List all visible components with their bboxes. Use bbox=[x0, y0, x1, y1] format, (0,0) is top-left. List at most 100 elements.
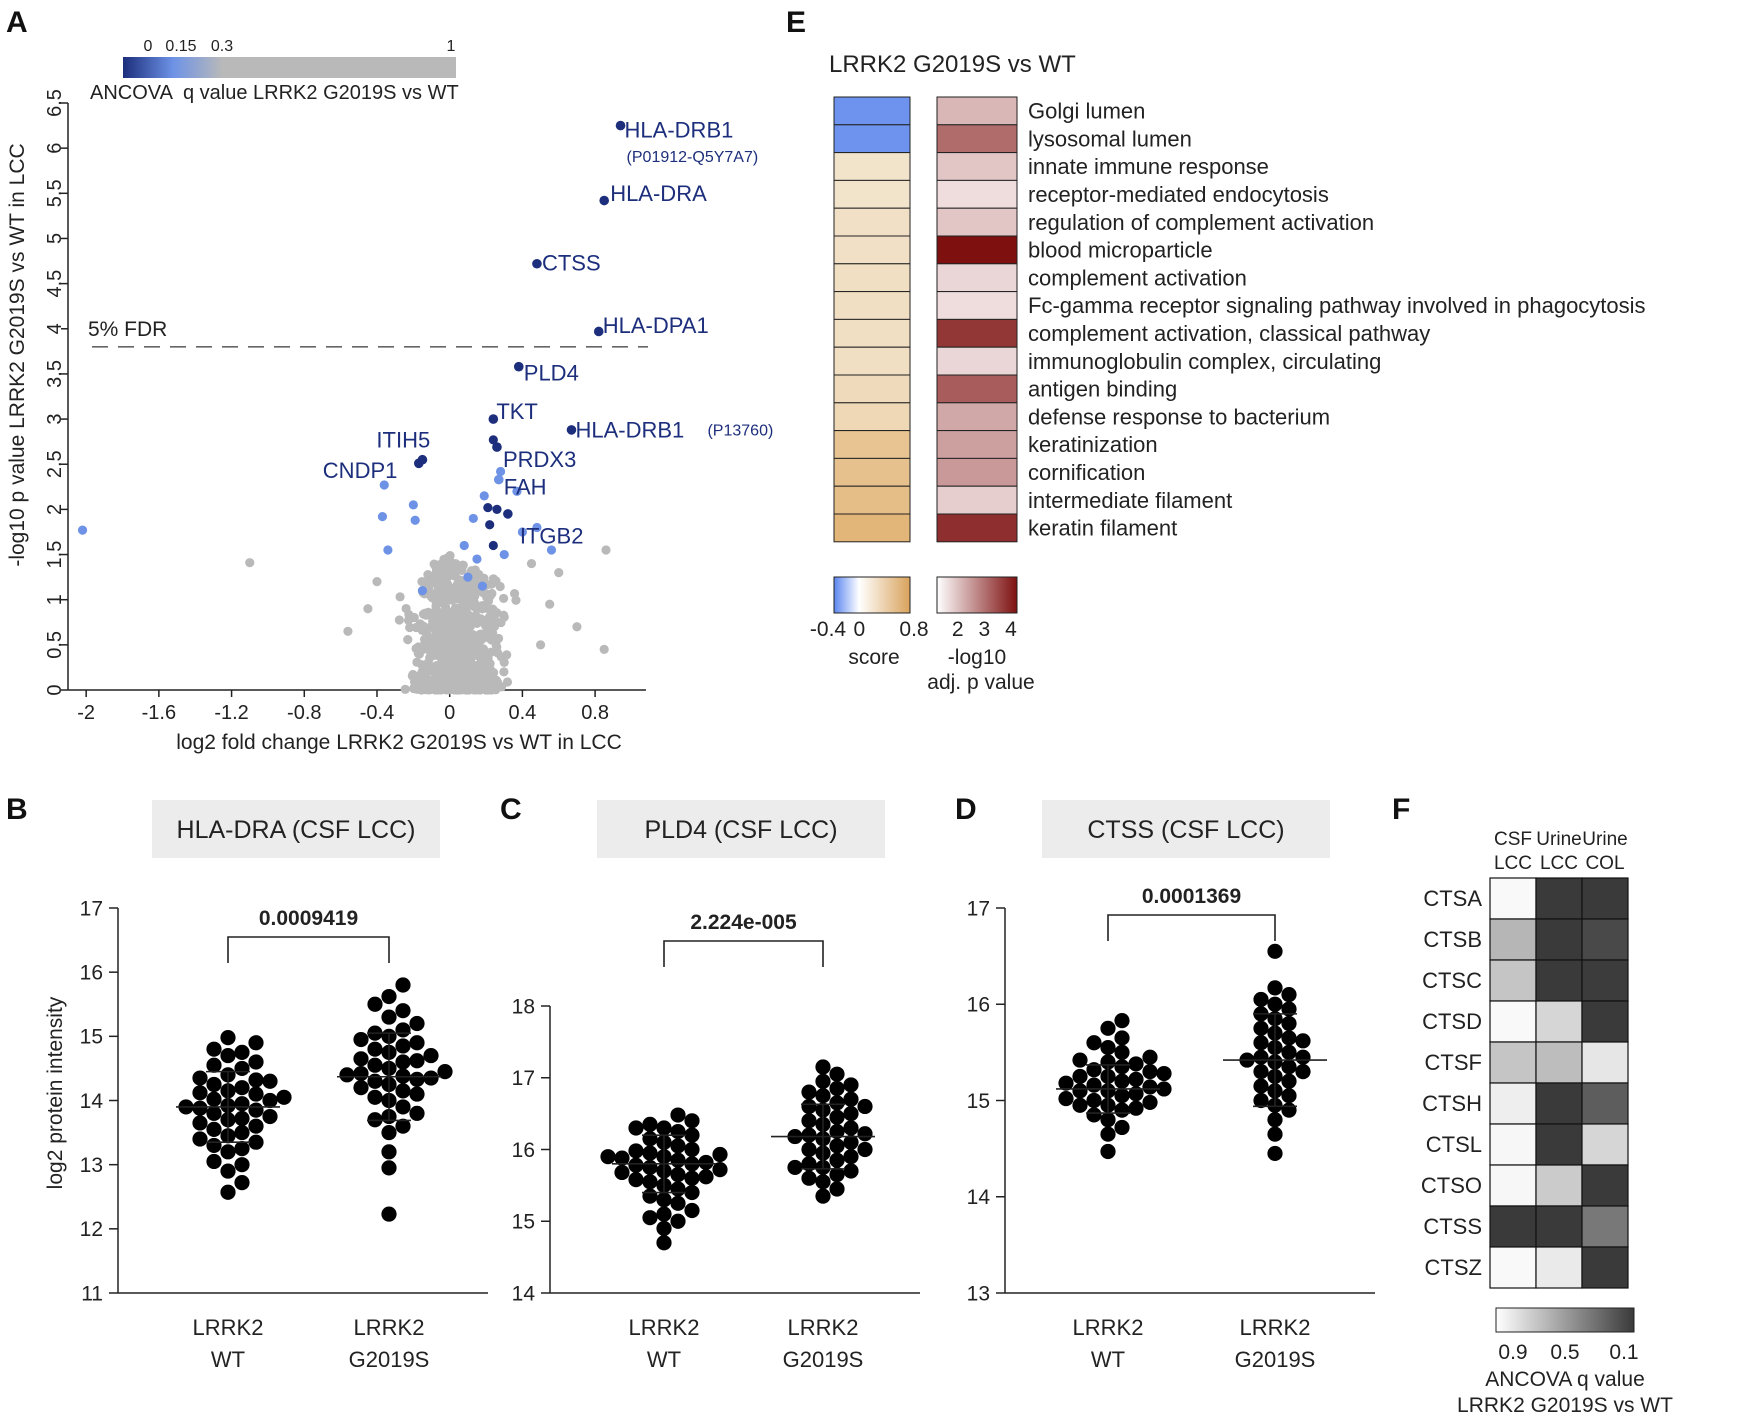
volcano-point-nonsignificant bbox=[429, 571, 439, 581]
volcano-point-labeled bbox=[413, 458, 424, 469]
padj-cell bbox=[936, 374, 1018, 404]
panel-letter-c: C bbox=[500, 793, 522, 826]
dot-plot-point bbox=[1253, 1092, 1269, 1109]
padj-legend-label-2: adj. p value bbox=[927, 671, 1034, 694]
dot-plot-point bbox=[206, 1076, 222, 1093]
dot-plot-point bbox=[409, 1053, 425, 1069]
dot-plot-group-label-2: WT bbox=[647, 1347, 681, 1372]
cathepsin-row-label: CTSA bbox=[1423, 886, 1482, 911]
volcano-point-nonsignificant bbox=[458, 560, 468, 570]
dot-plot-point bbox=[1295, 1049, 1311, 1065]
dot-plot-point bbox=[1253, 1035, 1269, 1051]
volcano-point-nonsignificant bbox=[499, 657, 509, 668]
go-term-label: complement activation bbox=[1028, 265, 1247, 290]
dot-plot-point bbox=[395, 1083, 411, 1099]
dot-plot-group-label: LRRK2 bbox=[629, 1315, 700, 1340]
volcano-point-nonsignificant bbox=[460, 684, 470, 694]
volcano-y-tick-label: 6 bbox=[44, 143, 66, 154]
panel-d-title-box bbox=[1042, 800, 1330, 858]
cathepsin-row-label: CTSH bbox=[1422, 1091, 1482, 1116]
go-term-label: cornification bbox=[1028, 460, 1145, 485]
dot-plot-point bbox=[815, 1088, 831, 1104]
cathepsin-row-label: CTSB bbox=[1423, 927, 1482, 952]
dot-plot-point bbox=[220, 1163, 236, 1179]
go-term-label: blood microparticle bbox=[1028, 238, 1213, 263]
go-term-label: Fc-gamma receptor signaling pathway invo… bbox=[1028, 293, 1646, 318]
dot-plot-point bbox=[843, 1134, 859, 1150]
dot-plot-point bbox=[248, 1072, 264, 1088]
volcano-point-significant bbox=[517, 527, 528, 537]
volcano-y-tick-label: 2 bbox=[44, 504, 66, 515]
dot-plot-point bbox=[1086, 1035, 1102, 1051]
cathepsin-cell bbox=[1581, 959, 1629, 1002]
cathepsin-cell bbox=[1489, 1164, 1537, 1207]
dot-plot-point bbox=[381, 1160, 397, 1176]
dot-plot-y-tick-label: 13 bbox=[967, 1282, 990, 1305]
dot-plot-group-label: LRRK2 bbox=[788, 1315, 859, 1340]
volcano-point-nonsignificant bbox=[423, 607, 433, 617]
dot-plot-point bbox=[656, 1192, 672, 1208]
dot-plot-point bbox=[248, 1134, 264, 1150]
dot-plot-y-tick-label: 11 bbox=[81, 1282, 103, 1305]
dot-plot-point bbox=[1058, 1090, 1074, 1107]
dot-plot-point bbox=[206, 1153, 222, 1170]
volcano-point-nonsignificant bbox=[458, 632, 468, 642]
volcano-y-label: -log10 p value LRRK2 G2019S vs WT in LCC bbox=[6, 143, 29, 566]
volcano-point-nonsignificant bbox=[474, 645, 484, 655]
volcano-colorbar bbox=[123, 57, 456, 78]
dot-plot-point bbox=[801, 1170, 817, 1186]
volcano-colorbar-tick: 0.15 bbox=[165, 38, 196, 55]
dot-plot-point bbox=[656, 1235, 672, 1251]
volcano-point-nonsignificant bbox=[448, 614, 458, 624]
dot-plot-point bbox=[262, 1108, 278, 1125]
dot-plot-point bbox=[409, 1035, 425, 1051]
volcano-point-nonsignificant bbox=[426, 592, 436, 602]
dot-plot-point bbox=[684, 1127, 700, 1143]
volcano-point-significant bbox=[477, 581, 488, 591]
volcano-point-sublabel: (P01912-Q5Y7A7) bbox=[627, 149, 759, 166]
volcano-point-significant bbox=[499, 549, 509, 560]
dot-plot-point bbox=[815, 1174, 831, 1190]
dot-plot-point bbox=[857, 1098, 873, 1115]
panel-letter-d: D bbox=[955, 793, 977, 826]
score-legend-tick: 0.8 bbox=[899, 618, 928, 641]
volcano-point-significant bbox=[532, 522, 542, 533]
dot-plot-point bbox=[262, 1073, 278, 1089]
dot-plot-point bbox=[801, 1113, 817, 1129]
dot-plot-point bbox=[339, 1067, 355, 1083]
score-legend-tick: -0.4 bbox=[810, 618, 847, 641]
volcano-point-nonsignificant bbox=[481, 603, 491, 613]
dot-plot-point bbox=[248, 1086, 264, 1102]
volcano-y-tick-label: 4 bbox=[44, 323, 66, 334]
volcano-point-nonsignificant bbox=[430, 561, 441, 571]
volcano-point-significant bbox=[383, 545, 393, 555]
volcano-point-labeled bbox=[593, 326, 604, 337]
dot-plot-point bbox=[1128, 1086, 1144, 1102]
cathepsin-cell bbox=[1581, 1246, 1629, 1289]
panel-b-title: HLA-DRA (CSF LCC) bbox=[177, 816, 416, 844]
score-cell bbox=[833, 152, 911, 181]
volcano-colorbar-tick: 0 bbox=[144, 38, 153, 55]
padj-cell bbox=[936, 96, 1018, 126]
dot-plot-group-label: LRRK2 bbox=[1073, 1315, 1144, 1340]
dot-plot-group-label: LRRK2 bbox=[193, 1315, 264, 1340]
dot-plot-point bbox=[1281, 1073, 1297, 1089]
dot-plot-point bbox=[1114, 1030, 1130, 1046]
dot-plot-point bbox=[381, 1009, 397, 1025]
go-term-label: defense response to bacterium bbox=[1028, 404, 1330, 429]
cathepsin-column-header: Urine bbox=[1536, 829, 1581, 850]
score-cell bbox=[833, 291, 911, 320]
volcano-point-significant bbox=[479, 491, 489, 501]
volcano-point-nonsignificant bbox=[425, 653, 435, 663]
dot-plot-point bbox=[234, 1157, 250, 1173]
dot-plot-point bbox=[206, 1057, 222, 1073]
volcano-point-nonsignificant bbox=[372, 577, 382, 587]
volcano-point-significant bbox=[546, 545, 557, 555]
volcano-point-nonsignificant bbox=[469, 684, 479, 695]
cathepsin-cell bbox=[1581, 1041, 1629, 1084]
dot-plot-point bbox=[1267, 1145, 1283, 1162]
volcano-point-nonsignificant bbox=[484, 612, 494, 622]
padj-legend-tick: 2 bbox=[952, 618, 964, 641]
dot-plot-group-label: LRRK2 bbox=[354, 1315, 425, 1340]
